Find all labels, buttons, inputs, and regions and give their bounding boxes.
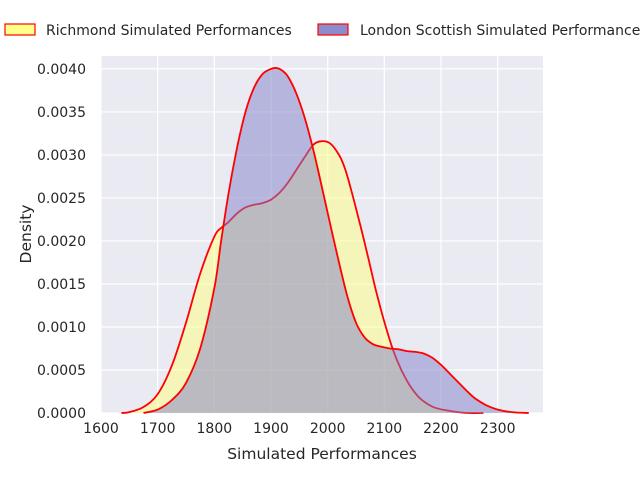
y-tick-label: 0.0040 (37, 62, 86, 78)
y-tick-label: 0.0025 (37, 191, 86, 207)
y-axis-label: Density (17, 205, 35, 264)
y-tick-label: 0.0030 (37, 148, 86, 164)
legend-swatch-london-scottish (317, 23, 349, 36)
density-areas (121, 67, 529, 414)
y-tick-label: 0.0005 (37, 363, 86, 379)
series-area-london-scottish (143, 67, 529, 413)
x-tick-label: 1900 (253, 421, 289, 437)
y-tick-label: 0.0020 (37, 234, 86, 250)
x-tick-label: 2200 (423, 421, 459, 437)
y-tick-label: 0.0015 (37, 277, 86, 293)
series-line-london-scottish (143, 67, 529, 414)
x-tick-label: 2300 (480, 421, 516, 437)
x-tick-label: 1700 (140, 421, 176, 437)
y-tick-label: 0.0010 (37, 320, 86, 336)
legend-label-richmond: Richmond Simulated Performances (46, 23, 292, 39)
legend: Richmond Simulated Performances London S… (4, 23, 640, 39)
y-tick-labels: 0.0000 0.0005 0.0010 0.0015 0.0020 0.0025 0.00… (37, 62, 86, 422)
x-axis-label: Simulated Performances (227, 445, 417, 463)
x-tick-label: 2000 (310, 421, 346, 437)
x-tick-label: 1600 (83, 421, 119, 437)
y-tick-label: 0.0035 (37, 105, 86, 121)
x-tick-labels: 1600 1700 1800 1900 2000 2100 2200 2300 (83, 421, 515, 437)
x-tick-label: 1800 (197, 421, 233, 437)
legend-label-london-scottish: London Scottish Simulated Performances (360, 23, 640, 39)
y-tick-label: 0.0000 (37, 406, 86, 422)
x-tick-label: 2100 (367, 421, 403, 437)
legend-swatch-richmond (4, 23, 36, 36)
